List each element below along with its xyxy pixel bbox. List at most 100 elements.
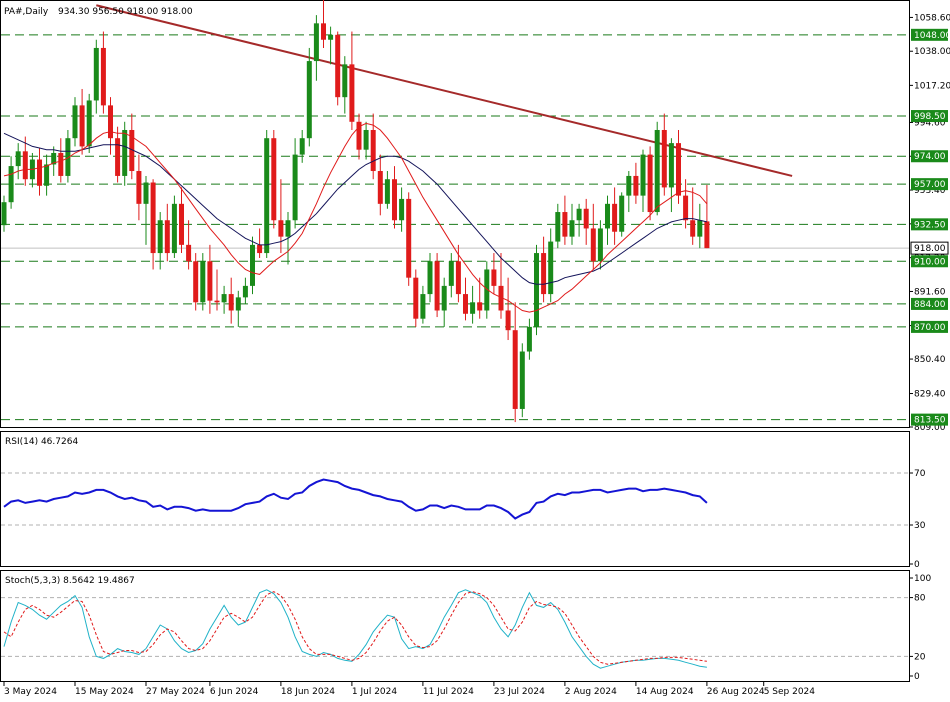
candle-body [299, 138, 305, 155]
candle-body [377, 171, 383, 204]
level-price-tag [911, 255, 948, 268]
candle-body [349, 64, 355, 122]
price-axis-label: 1017.20 [914, 81, 950, 91]
candle-body [228, 294, 234, 311]
candle-body [690, 220, 696, 237]
rsi-pane-frame [0, 431, 910, 567]
level-price-tag-label: 910.00 [914, 257, 946, 267]
stoch-label: Stoch(5,3,3) 8.5642 19.4867 [5, 576, 135, 586]
candle-body [200, 261, 206, 303]
candle-body [264, 138, 270, 254]
candle-body [179, 203, 184, 245]
date-axis-label: 14 Aug 2024 [636, 687, 694, 697]
level-price-tag [911, 218, 948, 231]
candle-body [72, 105, 78, 139]
current-price-tag-label: 918.00 [914, 244, 946, 254]
stoch-axis-label: 80 [914, 594, 926, 604]
stoch-axis-label: 0 [914, 672, 920, 682]
level-price-tag [911, 320, 948, 333]
candle-body [37, 159, 42, 186]
candle-body [313, 23, 319, 62]
level-price-tag-label: 870.00 [914, 323, 946, 333]
date-axis-label: 26 Aug 2024 [707, 687, 765, 697]
candle-body [619, 195, 625, 232]
candle-body [363, 129, 369, 150]
candle-body [15, 151, 21, 167]
level-price-tag [911, 150, 948, 163]
candle-body [335, 34, 341, 98]
candle-body [250, 244, 255, 286]
candle-body [93, 47, 99, 101]
candle-body [548, 241, 554, 295]
price-axis-label: 891.60 [914, 287, 946, 297]
candle-body [668, 143, 674, 188]
candle-body [150, 182, 156, 254]
candle-body [420, 294, 426, 319]
candle-body [384, 179, 390, 204]
stoch-pane-frame [0, 570, 910, 682]
level-price-tag [911, 178, 948, 191]
candle-body [519, 351, 525, 409]
candle-body [186, 244, 192, 262]
level-price-tag-label: 813.50 [914, 416, 946, 426]
stoch-main-line [3, 589, 707, 669]
price-axis-label: 850.40 [914, 355, 946, 365]
date-axis-label: 18 Jun 2024 [281, 687, 335, 697]
candle-body [463, 294, 468, 314]
candle-body [590, 228, 596, 262]
candle-body [278, 220, 284, 237]
date-axis-label: 2 Aug 2024 [565, 687, 617, 697]
candle-body [257, 244, 263, 254]
candle-body [526, 326, 532, 352]
rsi-line [3, 478, 708, 520]
candle-body [44, 164, 50, 186]
main-pane-frame [0, 0, 910, 428]
candle-body [342, 64, 348, 98]
candle-body [51, 152, 57, 165]
candle-body [562, 212, 568, 237]
current-price-tag [910, 241, 949, 255]
candle-body [143, 182, 149, 204]
candle-body [597, 228, 603, 262]
candle-body [370, 129, 376, 172]
candle-body [704, 221, 710, 249]
level-price-tag-label: 998.50 [914, 112, 946, 122]
candle-body [434, 261, 440, 311]
candle-body [65, 138, 71, 176]
candle-body [576, 208, 582, 221]
candle-body [115, 138, 121, 176]
candle-body [569, 220, 575, 237]
date-axis-label: 1 Jul 2024 [352, 687, 397, 697]
candle-body [413, 277, 419, 319]
price-axis-label: 809.00 [914, 423, 946, 433]
candle-body [356, 121, 362, 150]
date-axis-label: 11 Jul 2024 [423, 687, 474, 697]
candle-body [406, 198, 412, 278]
candle-body [8, 166, 14, 203]
date-axis-label: 15 May 2024 [75, 687, 134, 697]
level-price-tag [911, 28, 948, 41]
level-price-tag-label: 974.00 [914, 152, 946, 162]
candle-body [22, 151, 28, 180]
date-axis-label: 6 Jun 2024 [210, 687, 259, 697]
level-price-tag [911, 110, 948, 123]
ma-fast-line [3, 122, 708, 313]
candle-body [441, 285, 447, 311]
candle-body [207, 261, 213, 301]
candle-body [477, 302, 483, 311]
candle-body [491, 269, 497, 286]
candle-body [661, 129, 667, 188]
candle-body [164, 220, 170, 254]
candle-body [605, 203, 610, 229]
candle-body [157, 220, 163, 254]
candle-body [505, 310, 511, 331]
chart-header-ohlc: 934.30 956.50 918.00 918.00 [58, 7, 193, 17]
candle-body [427, 261, 433, 295]
rsi-axis-label: 0 [914, 560, 920, 570]
stoch-axis-label: 20 [914, 652, 926, 662]
price-axis-label: 1058.60 [914, 13, 950, 23]
candle-body [534, 253, 539, 327]
candle-body [633, 175, 639, 196]
stoch-axis-label: 100 [914, 574, 931, 584]
